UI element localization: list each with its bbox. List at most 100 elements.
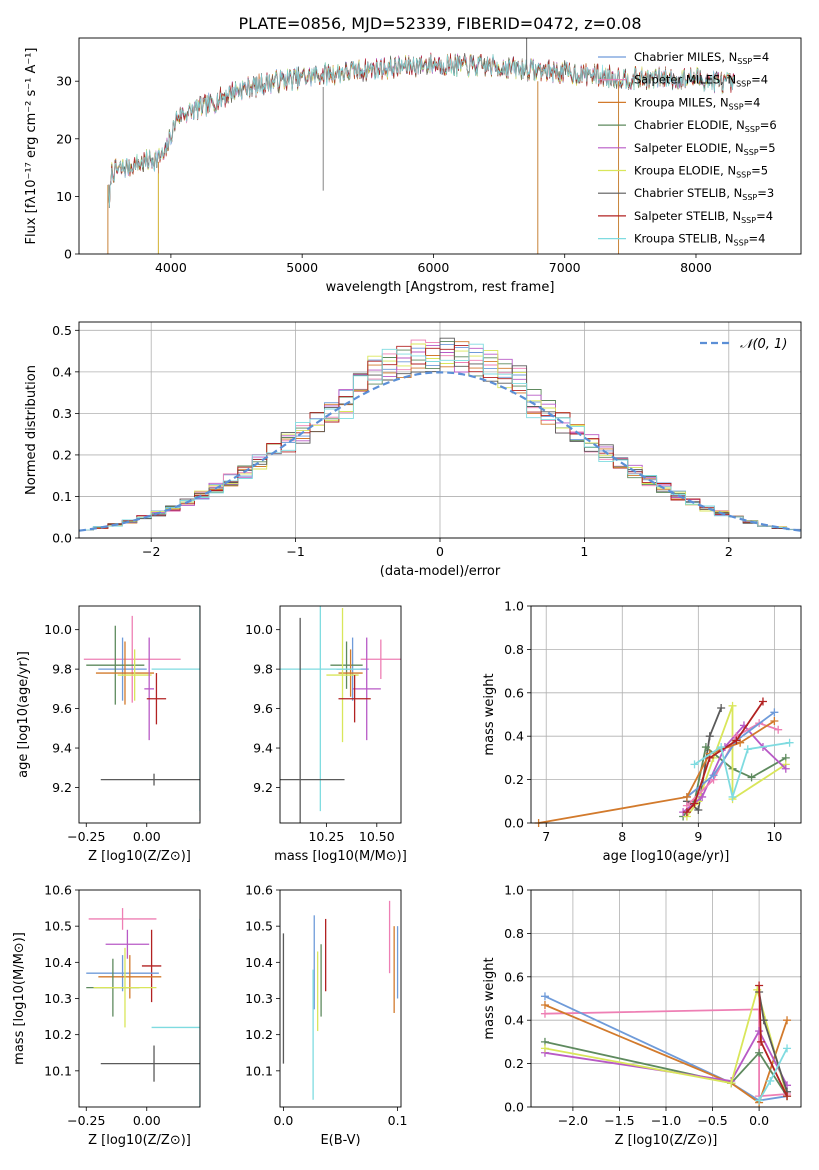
mass_vs_ebv-x-label: E(B-V) [320, 1133, 360, 1148]
spectrum-legend: Chabrier MILES, NSSP=4 Salpeter MILES, NS… [598, 50, 777, 248]
y-tick-label: 20 [56, 131, 72, 146]
age_vs_mass-x-label: mass [log10(M/M⊙)] [274, 849, 407, 864]
x-tick-label: 0 [436, 544, 444, 559]
y-tick-label: 10.5 [245, 919, 273, 934]
mass_vs_Z-frame [78, 889, 201, 1108]
x-tick-label: 0.0 [273, 1113, 293, 1128]
x-tick-label: 7000 [549, 260, 581, 275]
y-tick-label: 10.6 [44, 883, 72, 898]
legend-entry: Kroupa STELIB, NSSP=4 [634, 232, 765, 248]
x-tick-label: 8000 [680, 260, 712, 275]
residuals-axes: −2 −1 0 1 2 0.0 0.1 0.2 0.3 0.4 0.5 [52, 322, 801, 559]
residual-histogram [79, 343, 801, 531]
residual-histograms [79, 337, 801, 532]
y-tick-label: 0.2 [504, 1056, 524, 1071]
x-tick-label: 10 [766, 829, 782, 844]
y-tick-label: 10.0 [245, 622, 273, 637]
x-tick-label: 5000 [286, 260, 318, 275]
legend-entry: Salpeter ELODIE, NSSP=5 [634, 141, 776, 157]
mass-weight-marker [783, 1092, 792, 1101]
y-tick-label: 10.4 [245, 955, 273, 970]
y-tick-label: 10.5 [44, 919, 72, 934]
mass-weight-marker [540, 1044, 549, 1053]
massweight_vs_Z-lines [540, 981, 792, 1107]
x-tick-label: −0.25 [67, 829, 105, 844]
mass_vs_Z-errorbars [86, 908, 200, 1107]
massweight_vs_age-y-label: mass weight [482, 673, 497, 755]
mass-weight-marker [758, 697, 767, 706]
mass_vs_ebv-errorbars [282, 900, 399, 1100]
y-tick-label: 9.4 [253, 741, 273, 756]
y-tick-label: 1.0 [504, 883, 524, 898]
y-tick-label: 0.4 [504, 1013, 524, 1028]
y-tick-label: 10.0 [44, 622, 72, 637]
x-tick-label: −0.25 [67, 1113, 105, 1128]
spectrum-lines [107, 38, 736, 254]
y-tick-label: 9.2 [253, 780, 273, 795]
mass-weight-marker [783, 1044, 792, 1053]
age_vs_mass-errorbars [280, 606, 401, 823]
mass-weight-marker [694, 805, 703, 814]
x-tick-label: −1.5 [604, 1113, 634, 1128]
y-tick-label: 0.1 [52, 489, 72, 504]
mass-weight-marker [755, 1027, 764, 1036]
mass-weight-marker [690, 799, 699, 808]
massweight_vs_Z-frame [530, 889, 802, 1108]
residual-histogram [79, 344, 801, 531]
y-tick-label: 10.2 [44, 1027, 72, 1042]
age_vs_mass-frame [279, 605, 402, 824]
mass-weight-line [544, 1004, 788, 1105]
y-tick-label: 9.4 [52, 741, 72, 756]
mass-weight-marker [755, 981, 764, 990]
mass-weight-marker [770, 717, 779, 726]
age_vs_Z-axes: −0.25 0.00 9.2 9.4 9.6 9.8 10.0 [44, 622, 161, 844]
x-tick-label: −0.5 [697, 1113, 727, 1128]
y-tick-label: 10.1 [44, 1063, 72, 1078]
age_vs_mass-axes: 10.25 10.50 9.2 9.4 9.6 9.8 10.0 [245, 622, 395, 844]
x-tick-label: 7 [542, 829, 550, 844]
y-tick-label: 0.8 [504, 642, 524, 657]
figure-title: PLATE=0856, MJD=52339, FIBERID=0472, z=0… [238, 14, 641, 33]
y-tick-label: 9.2 [52, 780, 72, 795]
mass-weight-marker [682, 808, 691, 817]
legend-entry: 𝒩(0, 1) [740, 337, 787, 352]
y-tick-label: 10.3 [44, 991, 72, 1006]
y-tick-label: 0 [64, 247, 72, 262]
y-tick-label: 0.3 [52, 406, 72, 421]
y-tick-label: 0.0 [504, 1100, 524, 1115]
legend-entry: Chabrier ELODIE, NSSP=6 [634, 118, 777, 134]
massweight_vs_age-x-label: age [log10(age/yr)] [603, 849, 730, 864]
x-tick-label: 2 [725, 544, 733, 559]
y-tick-label: 9.6 [52, 701, 72, 716]
spectrum-y-label: Flux [fλ10⁻¹⁷ erg cm⁻² s⁻¹ A⁻¹] [24, 48, 39, 245]
x-tick-label: 10.50 [359, 829, 395, 844]
y-tick-label: 0.6 [504, 685, 524, 700]
x-tick-label: 10.25 [308, 829, 344, 844]
x-tick-label: −2.0 [558, 1113, 588, 1128]
y-tick-label: 0.0 [52, 531, 72, 546]
age_vs_Z-errorbars [83, 606, 200, 812]
mass-weight-marker [540, 1001, 549, 1010]
mass-weight-marker [747, 773, 756, 782]
mass-weight-marker [701, 743, 710, 752]
legend-entry: Chabrier STELIB, NSSP=3 [634, 186, 774, 202]
mass-weight-marker [717, 703, 726, 712]
y-tick-label: 1.0 [504, 599, 524, 614]
mass-weight-marker [717, 743, 726, 752]
residual-frame [78, 321, 802, 539]
y-tick-label: 0.4 [52, 364, 72, 379]
y-tick-label: 0.4 [504, 729, 524, 744]
mass-weight-marker [785, 738, 794, 747]
x-tick-label: −1.0 [651, 1113, 681, 1128]
y-tick-label: 9.8 [52, 662, 72, 677]
mass_vs_Z-axes: −0.25 0.00 10.1 10.2 10.3 10.4 10.5 10.6 [44, 883, 161, 1129]
mass-weight-marker [690, 760, 699, 769]
massweight_vs_age-axes: 7 8 9 10 0.0 0.2 0.4 0.6 0.8 1.0 [504, 599, 801, 844]
massweight_vs_Z-y-label: mass weight [482, 957, 497, 1039]
spectrum-frame [78, 37, 802, 255]
legend-entry: Chabrier MILES, NSSP=4 [634, 50, 769, 66]
y-tick-label: 9.6 [253, 701, 273, 716]
gaussian-curve [79, 371, 801, 532]
mass-weight-marker [755, 1048, 764, 1057]
